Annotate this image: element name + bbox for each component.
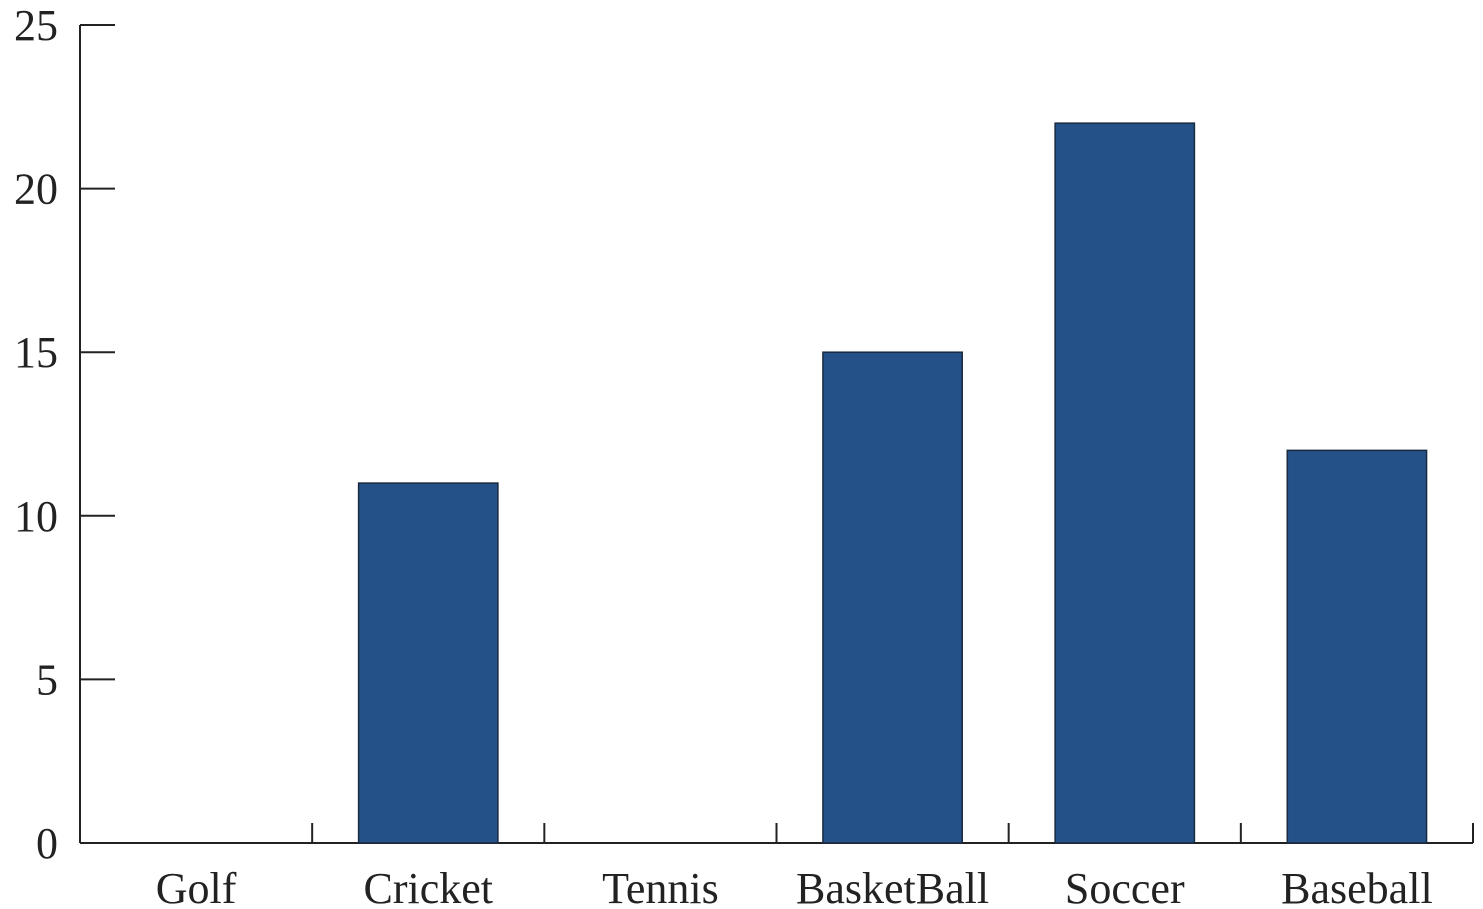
x-tick-label-basketball: BasketBall [796, 864, 989, 909]
bar-soccer [1054, 122, 1196, 844]
x-tick-label-baseball: Baseball [1281, 864, 1433, 909]
y-tick-label: 10 [14, 492, 58, 541]
bar-baseball [1286, 449, 1428, 844]
y-tick-label: 5 [36, 655, 58, 704]
x-tick-label-cricket: Cricket [363, 864, 493, 909]
y-tick-label: 0 [36, 819, 58, 868]
y-tick-label: 15 [14, 328, 58, 377]
y-axis: 0 5 10 15 20 25 [14, 1, 115, 868]
bar-cricket [357, 482, 499, 844]
x-tick-label-soccer: Soccer [1065, 864, 1185, 909]
x-axis: Golf Cricket Tennis BasketBall Soccer Basebal… [80, 823, 1474, 909]
bars [357, 122, 1428, 844]
y-tick-label: 20 [14, 165, 58, 214]
x-tick-label-golf: Golf [156, 864, 237, 909]
x-tick-label-tennis: Tennis [602, 864, 719, 909]
y-tick-label: 25 [14, 1, 58, 50]
bar-basketball [822, 351, 963, 844]
